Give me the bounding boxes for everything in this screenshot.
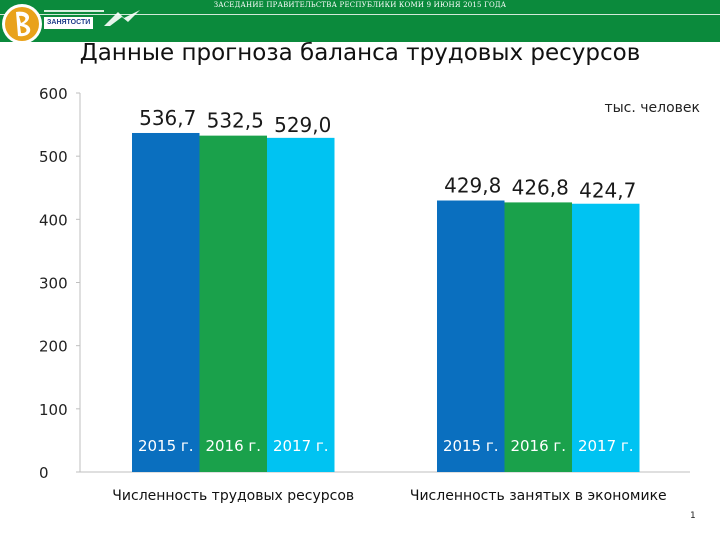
series-label: 2015 г. [443, 437, 499, 455]
header-stripe [0, 14, 720, 15]
data-label: 532,5 [207, 109, 264, 133]
series-label: 2017 г. [273, 437, 329, 455]
data-label: 536,7 [139, 106, 196, 130]
data-label: 426,8 [512, 175, 569, 199]
x-category-label: Численность трудовых ресурсов [112, 488, 354, 504]
x-category-label: Численность занятых в экономике [410, 488, 667, 504]
logo-text: ЗАНЯТОСТИ [44, 17, 94, 29]
agency-logo-icon [2, 4, 42, 44]
slide-title: Данные прогноза баланса трудовых ресурсо… [79, 40, 641, 66]
unit-label: тыс. человек [604, 100, 700, 116]
bar [267, 137, 335, 472]
logo-fine-print [44, 10, 104, 12]
y-tick-label: 200 [39, 338, 68, 356]
bar [572, 203, 640, 472]
series-label: 2017 г. [578, 437, 634, 455]
series-label: 2016 г. [205, 437, 261, 455]
y-tick-label: 500 [39, 148, 68, 166]
bar [504, 202, 572, 472]
series-label: 2015 г. [138, 437, 194, 455]
y-tick-label: 600 [39, 85, 68, 103]
y-tick-label: 100 [39, 401, 68, 419]
data-label: 424,7 [579, 179, 636, 203]
y-tick-label: 0 [39, 464, 49, 482]
data-label: 529,0 [274, 113, 331, 137]
header-bar [0, 0, 720, 42]
emblem-icon [104, 10, 140, 26]
bar [437, 200, 505, 472]
y-tick-label: 300 [39, 275, 68, 293]
data-label: 429,8 [444, 174, 501, 198]
bar [132, 132, 200, 472]
page-number: 1 [690, 511, 696, 521]
y-tick-label: 400 [39, 211, 68, 229]
meeting-header-text: ЗАСЕДАНИЕ ПРАВИТЕЛЬСТВА РЕСПУБЛИКИ КОМИ … [213, 1, 507, 9]
series-label: 2016 г. [510, 437, 566, 455]
bar [199, 135, 267, 472]
